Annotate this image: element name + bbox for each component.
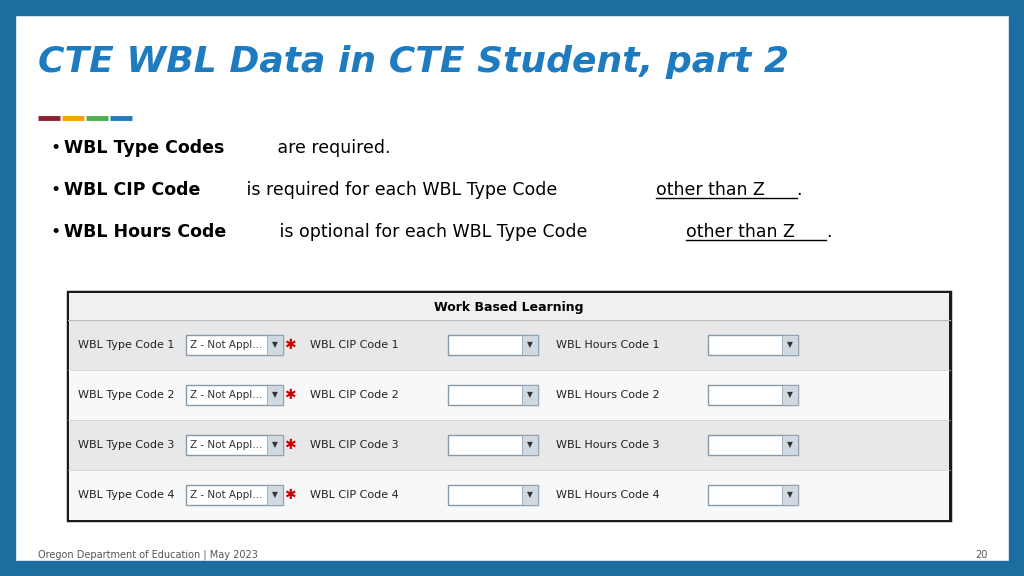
FancyBboxPatch shape: [186, 335, 283, 355]
Text: ▼: ▼: [527, 340, 532, 350]
Text: 20: 20: [976, 550, 988, 560]
FancyBboxPatch shape: [708, 385, 798, 405]
Bar: [267, 435, 283, 455]
Text: Oregon Department of Education | May 2023: Oregon Department of Education | May 202…: [38, 550, 258, 560]
Text: ▼: ▼: [787, 441, 793, 449]
FancyBboxPatch shape: [186, 385, 283, 405]
Text: other than Z: other than Z: [656, 181, 765, 199]
Bar: [522, 385, 538, 405]
Text: .: .: [797, 181, 802, 199]
Text: WBL CIP Code 2: WBL CIP Code 2: [310, 390, 398, 400]
Text: WBL Hours Code 1: WBL Hours Code 1: [556, 340, 659, 350]
Text: WBL Type Code 1: WBL Type Code 1: [78, 340, 174, 350]
Text: ▼: ▼: [272, 441, 278, 449]
Bar: [69, 370, 949, 420]
Text: ▼: ▼: [787, 491, 793, 499]
Text: WBL Type Code 4: WBL Type Code 4: [78, 490, 174, 500]
FancyBboxPatch shape: [186, 435, 283, 455]
FancyBboxPatch shape: [708, 435, 798, 455]
Text: Work Based Learning: Work Based Learning: [434, 301, 584, 314]
Text: ▼: ▼: [787, 391, 793, 400]
Bar: [0, 561, 1024, 576]
Text: Z - Not Appl...: Z - Not Appl...: [190, 340, 262, 350]
Text: Z - Not Appl...: Z - Not Appl...: [190, 440, 262, 450]
Text: ✱: ✱: [285, 338, 296, 352]
Text: WBL CIP Code 4: WBL CIP Code 4: [310, 490, 398, 500]
Text: •: •: [50, 181, 60, 199]
Bar: [0, 0, 1024, 15]
Text: •: •: [50, 223, 60, 241]
Text: Z - Not Appl...: Z - Not Appl...: [190, 390, 262, 400]
Text: ▼: ▼: [272, 491, 278, 499]
Text: ▼: ▼: [527, 391, 532, 400]
FancyBboxPatch shape: [449, 435, 538, 455]
Text: ▼: ▼: [272, 391, 278, 400]
Text: WBL CIP Code 1: WBL CIP Code 1: [310, 340, 398, 350]
Bar: [69, 293, 949, 321]
Bar: [522, 485, 538, 505]
Text: ✱: ✱: [285, 388, 296, 402]
Text: WBL Type Code 2: WBL Type Code 2: [78, 390, 174, 400]
Text: WBL Hours Code 2: WBL Hours Code 2: [556, 390, 659, 400]
Bar: [1009, 0, 1024, 576]
Text: ✱: ✱: [285, 438, 296, 452]
Text: WBL CIP Code: WBL CIP Code: [63, 181, 201, 199]
FancyBboxPatch shape: [449, 485, 538, 505]
FancyBboxPatch shape: [708, 485, 798, 505]
Text: is optional for each WBL Type Code: is optional for each WBL Type Code: [274, 223, 593, 241]
Text: CTE WBL Data in CTE Student, part 2: CTE WBL Data in CTE Student, part 2: [38, 45, 790, 79]
Text: .: .: [826, 223, 831, 241]
Text: WBL Hours Code 4: WBL Hours Code 4: [556, 490, 659, 500]
FancyBboxPatch shape: [449, 385, 538, 405]
Bar: [69, 420, 949, 470]
Bar: [782, 385, 798, 405]
Bar: [267, 385, 283, 405]
FancyBboxPatch shape: [708, 335, 798, 355]
Bar: [69, 320, 949, 370]
Text: ▼: ▼: [272, 340, 278, 350]
Text: ▼: ▼: [787, 340, 793, 350]
Text: WBL Type Code 3: WBL Type Code 3: [78, 440, 174, 450]
FancyBboxPatch shape: [186, 485, 283, 505]
Bar: [782, 485, 798, 505]
Bar: [267, 485, 283, 505]
Text: are required.: are required.: [272, 139, 390, 157]
Text: WBL Type Codes: WBL Type Codes: [63, 139, 224, 157]
Text: WBL Hours Code: WBL Hours Code: [63, 223, 226, 241]
Text: WBL Hours Code 3: WBL Hours Code 3: [556, 440, 659, 450]
Text: •: •: [50, 139, 60, 157]
Bar: [69, 470, 949, 520]
FancyBboxPatch shape: [449, 335, 538, 355]
Bar: [522, 335, 538, 355]
Text: ✱: ✱: [285, 488, 296, 502]
Bar: [68, 292, 950, 520]
Bar: [0, 0, 15, 576]
Bar: [267, 335, 283, 355]
Text: is required for each WBL Type Code: is required for each WBL Type Code: [241, 181, 563, 199]
Bar: [782, 435, 798, 455]
Text: other than Z: other than Z: [686, 223, 795, 241]
Text: ▼: ▼: [527, 441, 532, 449]
Text: ▼: ▼: [527, 491, 532, 499]
Text: Z - Not Appl...: Z - Not Appl...: [190, 490, 262, 500]
Text: WBL CIP Code 3: WBL CIP Code 3: [310, 440, 398, 450]
Bar: [522, 435, 538, 455]
Bar: [782, 335, 798, 355]
